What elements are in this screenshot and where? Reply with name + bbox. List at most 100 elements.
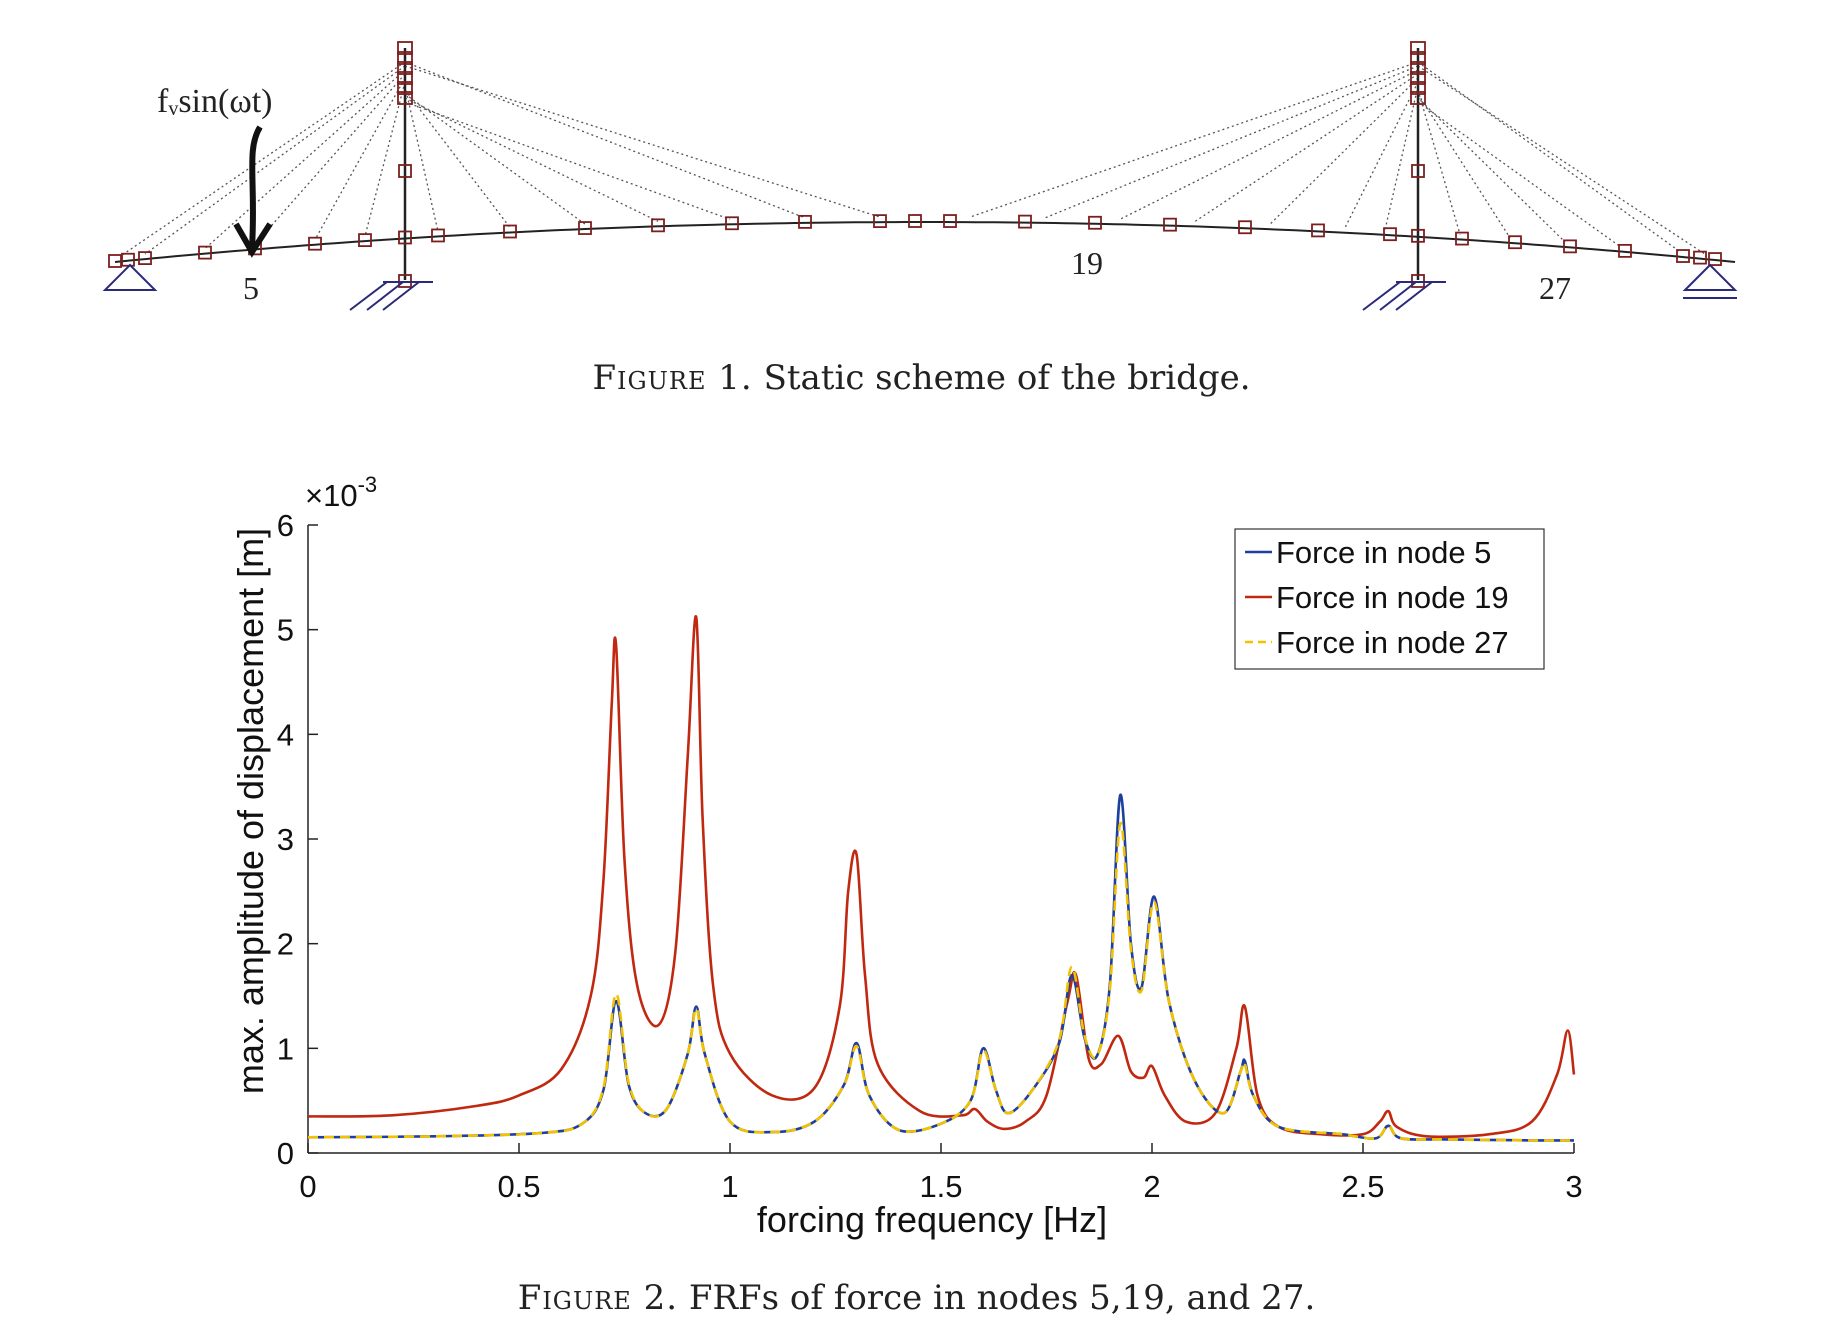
deck-node: [1163, 217, 1177, 232]
deck-node: [431, 228, 445, 243]
deck-node: [578, 221, 592, 235]
deck-node: [1311, 223, 1325, 238]
deck-node: [1088, 215, 1102, 230]
tower-top-node: [397, 71, 413, 85]
deck-node: [1383, 227, 1397, 242]
force-label: fᵥsin(ωt): [157, 83, 272, 120]
bridge-deck: [114, 221, 1736, 263]
deck-line: [114, 221, 1736, 263]
y-multiplier: ×10-3: [305, 472, 377, 513]
stay-cable: [969, 61, 1419, 218]
chart-legend: Force in node 5 Force in node 19 Force in …: [1234, 528, 1545, 670]
stay-cable: [144, 65, 406, 255]
stay-cable: [1417, 61, 1681, 253]
legend-box: [1234, 528, 1545, 670]
bridge-supports: [102, 263, 1738, 311]
tower-top-node: [397, 61, 413, 75]
stay-cable: [1344, 81, 1419, 229]
x-tick-label: 1.5: [919, 1169, 962, 1204]
fixed-support-icon: [349, 281, 433, 311]
right-roller-support-icon: [1682, 263, 1738, 299]
stay-cable: [404, 89, 511, 228]
y-tick-label: 6: [277, 508, 294, 543]
figure-2-caption: Figure 2. FRFs of force in nodes 5,19, a…: [0, 1278, 1833, 1318]
stay-cable: [1417, 97, 1566, 243]
stay-cable: [1417, 89, 1461, 235]
deck-node: [1238, 220, 1252, 235]
tower-node: [398, 164, 412, 178]
deck-node: [1455, 231, 1469, 246]
bridge-towers: [397, 41, 1426, 288]
x-axis-label: forcing frequency [Hz]: [757, 1199, 1107, 1240]
tower-top-node: [1410, 71, 1426, 85]
deck-node: [725, 216, 739, 231]
tower-top-node: [1410, 91, 1426, 105]
stay-cable: [1417, 93, 1511, 239]
stay-cable: [364, 81, 406, 237]
deck-node: [908, 214, 922, 228]
series-line-node-27: [307, 821, 1575, 1142]
x-tick-label: 2.5: [1341, 1169, 1384, 1204]
deck-node: [1563, 239, 1577, 254]
legend-entry: Force in node 27: [1276, 625, 1509, 660]
tower-top-node: [397, 91, 413, 105]
y-tick-label: 2: [277, 927, 294, 962]
figure-2-label: Figure 2.: [517, 1278, 679, 1318]
stay-cable: [404, 97, 659, 222]
stay-cable: [314, 77, 406, 241]
deck-node: [358, 233, 372, 248]
chart-ticks: 0 0.5 1 1.5 2 2.5 3 0 1 2 3 4 5 6: [277, 508, 1583, 1204]
force-arrowhead-icon: [233, 222, 273, 258]
deck-node: [138, 251, 152, 265]
x-tick-label: 2: [1143, 1169, 1160, 1204]
node-label-5: 5: [243, 270, 259, 306]
tower-top-node: [1410, 41, 1426, 55]
tower-top-node: [397, 41, 413, 55]
y-tick-label: 0: [277, 1136, 294, 1171]
deck-node: [398, 230, 412, 245]
tower-top-node: [1410, 81, 1426, 95]
y-tick-label: 5: [277, 613, 294, 648]
deck-node: [1618, 243, 1632, 258]
y-tick-label: 3: [277, 822, 294, 857]
node-label-19: 19: [1071, 245, 1103, 281]
stay-cables: [119, 61, 1706, 258]
tower-top-node: [397, 51, 413, 65]
deck-node: [1018, 214, 1032, 229]
figure-1-text: Static scheme of the bridge.: [763, 358, 1251, 398]
stay-cable: [404, 65, 881, 218]
legend-entry: Force in node 19: [1276, 580, 1509, 615]
tower-top-node: [1410, 51, 1426, 65]
deck-node: [503, 224, 517, 239]
stay-cable: [1119, 69, 1419, 220]
left-pin-support-icon: [102, 263, 158, 291]
deck-node: [651, 218, 665, 233]
legend-entry: Force in node 5: [1276, 535, 1491, 570]
x-tick-label: 3: [1565, 1169, 1582, 1204]
stay-cable: [404, 61, 806, 219]
y-axis-label: max. amplitude of displacement [m]: [230, 528, 271, 1094]
x-tick-label: 0.5: [497, 1169, 540, 1204]
tower-top-node: [1410, 61, 1426, 75]
deck-node: [1508, 235, 1522, 250]
stay-cable: [1417, 101, 1621, 247]
deck-node: [943, 214, 957, 228]
y-tick-label: 1: [277, 1031, 294, 1066]
stay-cable: [1417, 65, 1706, 255]
force-arrow-icon: [249, 125, 263, 249]
figure-1-caption: Figure 1. Static scheme of the bridge.: [0, 358, 1833, 398]
deck-node: [798, 214, 812, 229]
series-line-node-19: [307, 615, 1576, 1139]
node-label-27: 27: [1539, 270, 1571, 306]
deck-node: [1708, 252, 1722, 266]
tower-node: [1411, 164, 1425, 178]
deck-node: [873, 214, 887, 229]
stay-cable: [1044, 65, 1419, 219]
deck-node: [198, 245, 212, 260]
series-line-node-5: [307, 793, 1575, 1142]
figure-1-label: Figure 1.: [592, 358, 753, 398]
deck-node: [308, 236, 322, 251]
deck-node: [108, 254, 122, 268]
x-tick-label: 0: [299, 1169, 316, 1204]
